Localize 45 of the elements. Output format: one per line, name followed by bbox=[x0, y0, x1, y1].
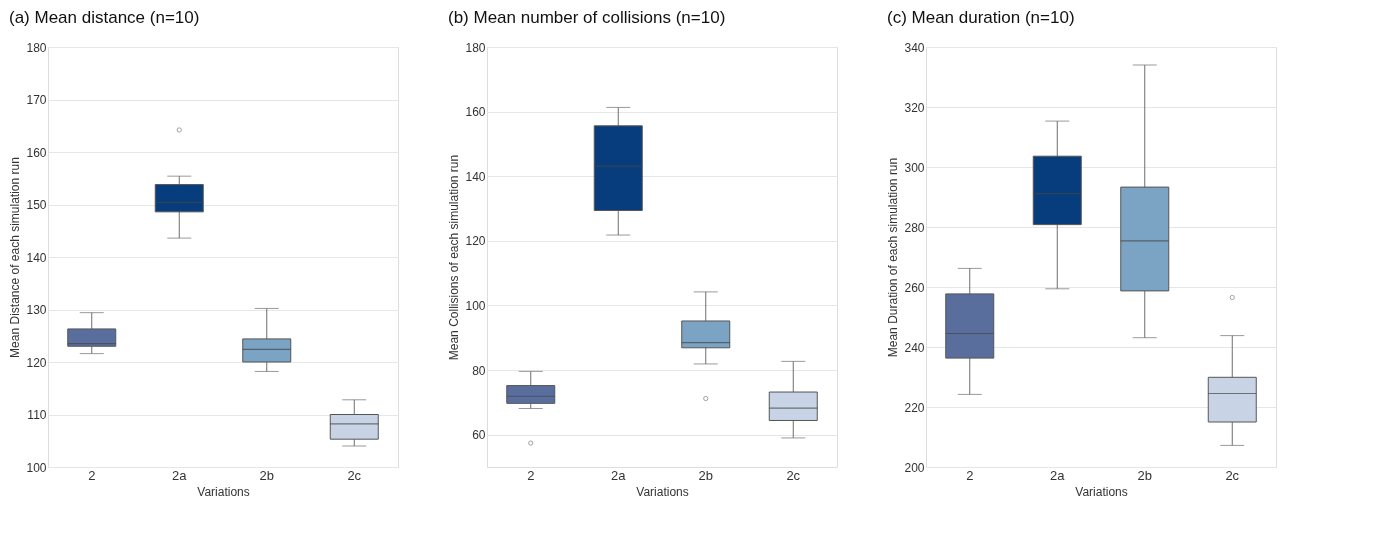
y-axis-title: Mean Duration of each simulation run bbox=[886, 157, 901, 358]
y-tick-label: 140 bbox=[26, 250, 47, 265]
y-tick-label: 60 bbox=[472, 428, 486, 443]
y-tick-label: 280 bbox=[904, 220, 925, 235]
y-tick-label: 130 bbox=[26, 303, 47, 317]
x-tick-label: 2a bbox=[172, 467, 188, 483]
y-tick-label: 260 bbox=[904, 280, 925, 295]
x-tick-label: 2 bbox=[88, 467, 96, 483]
y-tick-label: 180 bbox=[465, 40, 486, 55]
x-tick-label: 2c bbox=[347, 467, 362, 483]
y-axis-title: Mean Collisions of each simulation run bbox=[447, 154, 462, 361]
y-tick-label: 160 bbox=[465, 105, 486, 120]
y-tick-label: 300 bbox=[904, 160, 925, 175]
y-tick-label: 120 bbox=[465, 234, 486, 249]
x-tick-label: 2a bbox=[611, 467, 627, 483]
y-tick-label: 320 bbox=[904, 100, 925, 115]
y-tick-label: 180 bbox=[26, 40, 47, 55]
y-tick-label: 80 bbox=[472, 363, 486, 378]
x-tick-label: 2c bbox=[1225, 467, 1240, 483]
y-tick-label: 240 bbox=[904, 340, 925, 355]
y-axis-title: Mean Distance of each simulation run bbox=[8, 157, 23, 358]
chart-title: (c) Mean duration (n=10) bbox=[886, 8, 1075, 27]
x-tick-label: 2a bbox=[1050, 467, 1066, 483]
y-tick-label: 110 bbox=[27, 408, 47, 422]
x-tick-label: 2 bbox=[966, 467, 974, 483]
y-tick-label: 340 bbox=[904, 40, 925, 55]
x-tick-label: 2 bbox=[527, 467, 535, 483]
y-tick-label: 140 bbox=[465, 169, 486, 184]
x-tick-label: 2b bbox=[259, 467, 274, 483]
x-tick-label: 2b bbox=[1137, 467, 1152, 483]
y-tick-label: 150 bbox=[26, 198, 47, 212]
chart-title: (a) Mean distance (n=10) bbox=[8, 8, 200, 27]
x-tick-label: 2c bbox=[786, 467, 801, 483]
x-axis-title: Variations bbox=[197, 484, 250, 499]
x-axis-title: Variations bbox=[636, 484, 689, 499]
y-tick-label: 160 bbox=[26, 145, 47, 160]
y-tick-label: 200 bbox=[904, 460, 925, 475]
y-tick-label: 100 bbox=[26, 460, 47, 475]
x-tick-label: 2b bbox=[698, 467, 713, 483]
y-tick-label: 220 bbox=[904, 400, 925, 415]
chart-title: (b) Mean number of collisions (n=10) bbox=[447, 8, 726, 27]
x-axis-title: Variations bbox=[1075, 484, 1128, 499]
y-tick-label: 170 bbox=[26, 93, 47, 107]
y-tick-label: 100 bbox=[465, 298, 486, 313]
y-tick-label: 120 bbox=[26, 355, 47, 370]
